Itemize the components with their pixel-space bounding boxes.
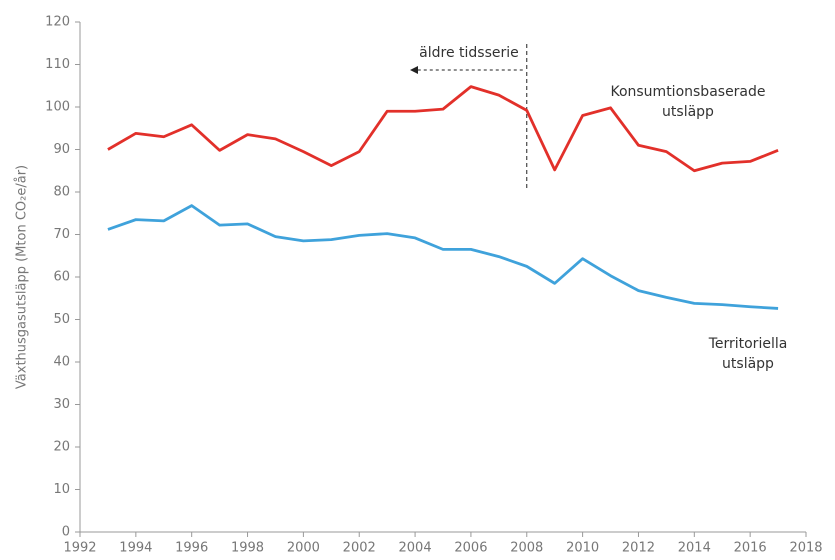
y-tick-label: 20 xyxy=(53,440,70,455)
y-tick-label: 80 xyxy=(53,185,70,200)
x-tick-label: 1998 xyxy=(231,541,264,556)
x-tick-label: 2012 xyxy=(622,541,655,556)
x-tick-label: 2002 xyxy=(343,541,376,556)
x-tick-label: 2008 xyxy=(510,541,543,556)
x-tick-label: 2004 xyxy=(399,541,432,556)
series-line xyxy=(107,204,779,310)
y-tick-label: 60 xyxy=(53,270,70,285)
x-tick-label: 2006 xyxy=(454,541,487,556)
series-line xyxy=(107,85,779,173)
arrow-head xyxy=(410,66,418,74)
series-label: Territoriella utsläpp xyxy=(708,336,788,372)
x-tick-label: 2016 xyxy=(734,541,767,556)
y-tick-label: 100 xyxy=(45,100,70,115)
series-label-line: Territoriella xyxy=(708,336,788,352)
x-tick-label: 2010 xyxy=(566,541,599,556)
y-tick-label: 40 xyxy=(53,355,70,370)
series-label: Konsumtionsbaserade utsläpp xyxy=(610,84,765,120)
y-tick-label: 0 xyxy=(62,525,70,540)
x-tick-label: 1994 xyxy=(119,541,152,556)
series-label-line: Konsumtionsbaserade xyxy=(610,84,765,100)
x-tick-label: 2014 xyxy=(678,541,711,556)
y-tick-label: 50 xyxy=(53,312,70,327)
series-label-line: utsläpp xyxy=(722,356,774,372)
y-tick-label: 10 xyxy=(53,482,70,497)
x-tick-label: 2000 xyxy=(287,541,320,556)
y-tick-label: 120 xyxy=(45,15,70,30)
y-tick-label: 90 xyxy=(53,142,70,157)
y-tick-label: 110 xyxy=(45,57,70,72)
series-label-line: utsläpp xyxy=(662,104,714,120)
x-tick-label: 1992 xyxy=(63,541,96,556)
annotation-text: äldre tidsserie xyxy=(419,45,519,61)
x-tick-label: 1996 xyxy=(175,541,208,556)
y-axis-label: Växthusgasutsläpp (Mton CO₂e/år) xyxy=(15,165,30,389)
y-tick-label: 70 xyxy=(53,227,70,242)
y-tick-label: 30 xyxy=(53,397,70,412)
x-tick-label: 2018 xyxy=(789,541,822,556)
